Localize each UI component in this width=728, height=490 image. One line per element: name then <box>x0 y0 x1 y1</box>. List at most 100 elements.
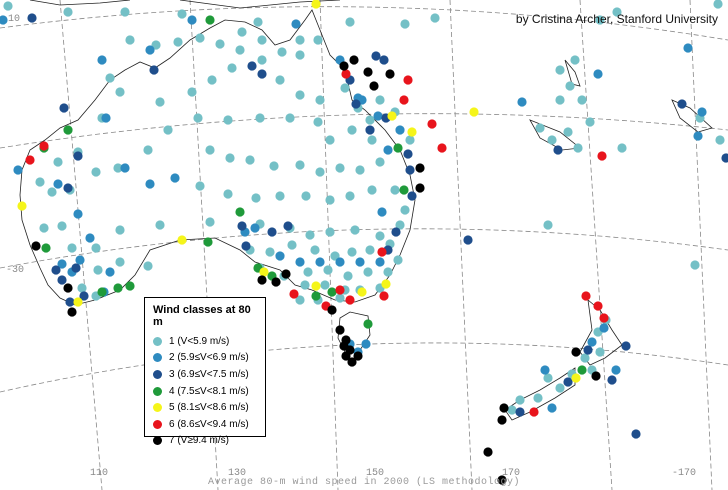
wind-station-dot <box>215 39 225 49</box>
wind-station-dot <box>407 191 417 201</box>
wind-station-dot <box>91 243 101 253</box>
wind-station-dot <box>163 125 173 135</box>
wind-station-dot <box>125 281 135 291</box>
wind-station-dot <box>311 291 321 301</box>
class-7-swatch <box>153 436 162 446</box>
wind-station-dot <box>577 365 587 375</box>
class-3-swatch <box>153 369 162 379</box>
wind-station-dot <box>693 131 703 141</box>
wind-station-dot <box>75 255 85 265</box>
wind-station-dot <box>265 247 275 257</box>
wind-station-dot <box>347 357 357 367</box>
wind-station-dot <box>543 220 553 230</box>
wind-station-dot <box>415 183 425 193</box>
wind-station-dot <box>17 201 27 211</box>
wind-station-dot <box>245 155 255 165</box>
lon-label-minus170: -170 <box>672 468 697 479</box>
wind-station-dot <box>73 209 83 219</box>
wind-station-dot <box>275 75 285 85</box>
wind-station-dot <box>63 7 73 17</box>
wind-station-dot <box>39 141 49 151</box>
wind-station-dot <box>340 83 350 93</box>
wind-station-dot <box>257 69 267 79</box>
wind-station-dot <box>499 403 509 413</box>
wind-station-dot <box>573 143 583 153</box>
wind-station-dot <box>350 225 360 235</box>
wind-station-dot <box>235 207 245 217</box>
wind-station-dot <box>437 143 447 153</box>
wind-station-dot <box>205 15 215 25</box>
map-caption: Average 80-m wind speed in 2000 (LS meth… <box>207 477 521 488</box>
wind-station-dot <box>405 135 415 145</box>
wind-station-dot <box>587 337 597 347</box>
legend-label: 6 (8.6≤V<9.4 m/s) <box>169 418 249 430</box>
wind-station-dot <box>289 289 299 299</box>
wind-station-dot <box>721 153 728 163</box>
wind-station-dot <box>463 235 473 245</box>
wind-station-dot <box>325 227 335 237</box>
wind-station-dot <box>115 87 125 97</box>
wind-station-dot <box>291 19 301 29</box>
wind-station-dot <box>237 27 247 37</box>
wind-station-dot <box>300 280 310 290</box>
wind-station-dot <box>583 345 593 355</box>
wind-station-dot <box>73 151 83 161</box>
legend-label: 5 (8.1≤V<8.6 m/s) <box>169 402 249 414</box>
wind-station-dot <box>430 13 440 23</box>
wind-station-dot <box>365 125 375 135</box>
wind-station-dot <box>223 189 233 199</box>
wind-station-dot <box>571 347 581 357</box>
wind-station-dot <box>237 221 247 231</box>
wind-station-dot <box>315 257 325 267</box>
wind-station-dot <box>403 75 413 85</box>
wind-station-dot <box>295 90 305 100</box>
wind-station-dot <box>287 240 297 250</box>
wind-station-dot <box>203 237 213 247</box>
wind-station-dot <box>599 313 609 323</box>
wind-station-dot <box>195 181 205 191</box>
wind-station-dot <box>149 65 159 75</box>
wind-station-dot <box>405 165 415 175</box>
wind-station-dot <box>63 183 73 193</box>
wind-station-dot <box>599 323 609 333</box>
wind-station-dot <box>335 293 345 303</box>
wind-station-dot <box>507 405 517 415</box>
lat-label-10: 10 <box>8 14 21 25</box>
legend-label: 2 (5.9≤V<6.9 m/s) <box>169 352 249 364</box>
wind-station-dot <box>257 35 267 45</box>
wind-station-dot <box>315 95 325 105</box>
wind-station-dot <box>275 191 285 201</box>
wind-station-dot <box>393 143 403 153</box>
wind-station-dot <box>301 191 311 201</box>
wind-station-dot <box>395 220 405 230</box>
wind-station-dot <box>267 227 277 237</box>
wind-station-dot <box>515 407 525 417</box>
wind-station-dot <box>341 69 351 79</box>
wind-station-dot <box>591 371 601 381</box>
wind-station-dot <box>469 107 479 117</box>
wind-station-dot <box>555 95 565 105</box>
wind-station-dot <box>345 17 355 27</box>
wind-station-dot <box>540 365 550 375</box>
wind-station-dot <box>113 163 123 173</box>
wind-station-dot <box>533 393 543 403</box>
legend-label: 7 (V≥9.4 m/s) <box>169 435 229 447</box>
wind-station-dot <box>93 265 103 275</box>
wind-station-dot <box>71 263 81 273</box>
wind-station-dot <box>497 415 507 425</box>
wind-station-dot <box>365 245 375 255</box>
wind-station-dot <box>57 275 67 285</box>
wind-station-dot <box>97 55 107 65</box>
wind-station-dot <box>529 407 539 417</box>
wind-station-dot <box>177 9 187 19</box>
wind-station-dot <box>311 281 321 291</box>
wind-station-dot <box>65 297 75 307</box>
legend-label: 1 (V<5.9 m/s) <box>169 335 230 347</box>
wind-station-dot <box>47 187 57 197</box>
wind-station-dot <box>377 247 387 257</box>
wind-station-dot <box>403 149 413 159</box>
wind-station-dot <box>193 113 203 123</box>
legend-item-class-1: 1 (V<5.9 m/s) <box>153 333 259 350</box>
wind-station-dot <box>361 339 371 349</box>
